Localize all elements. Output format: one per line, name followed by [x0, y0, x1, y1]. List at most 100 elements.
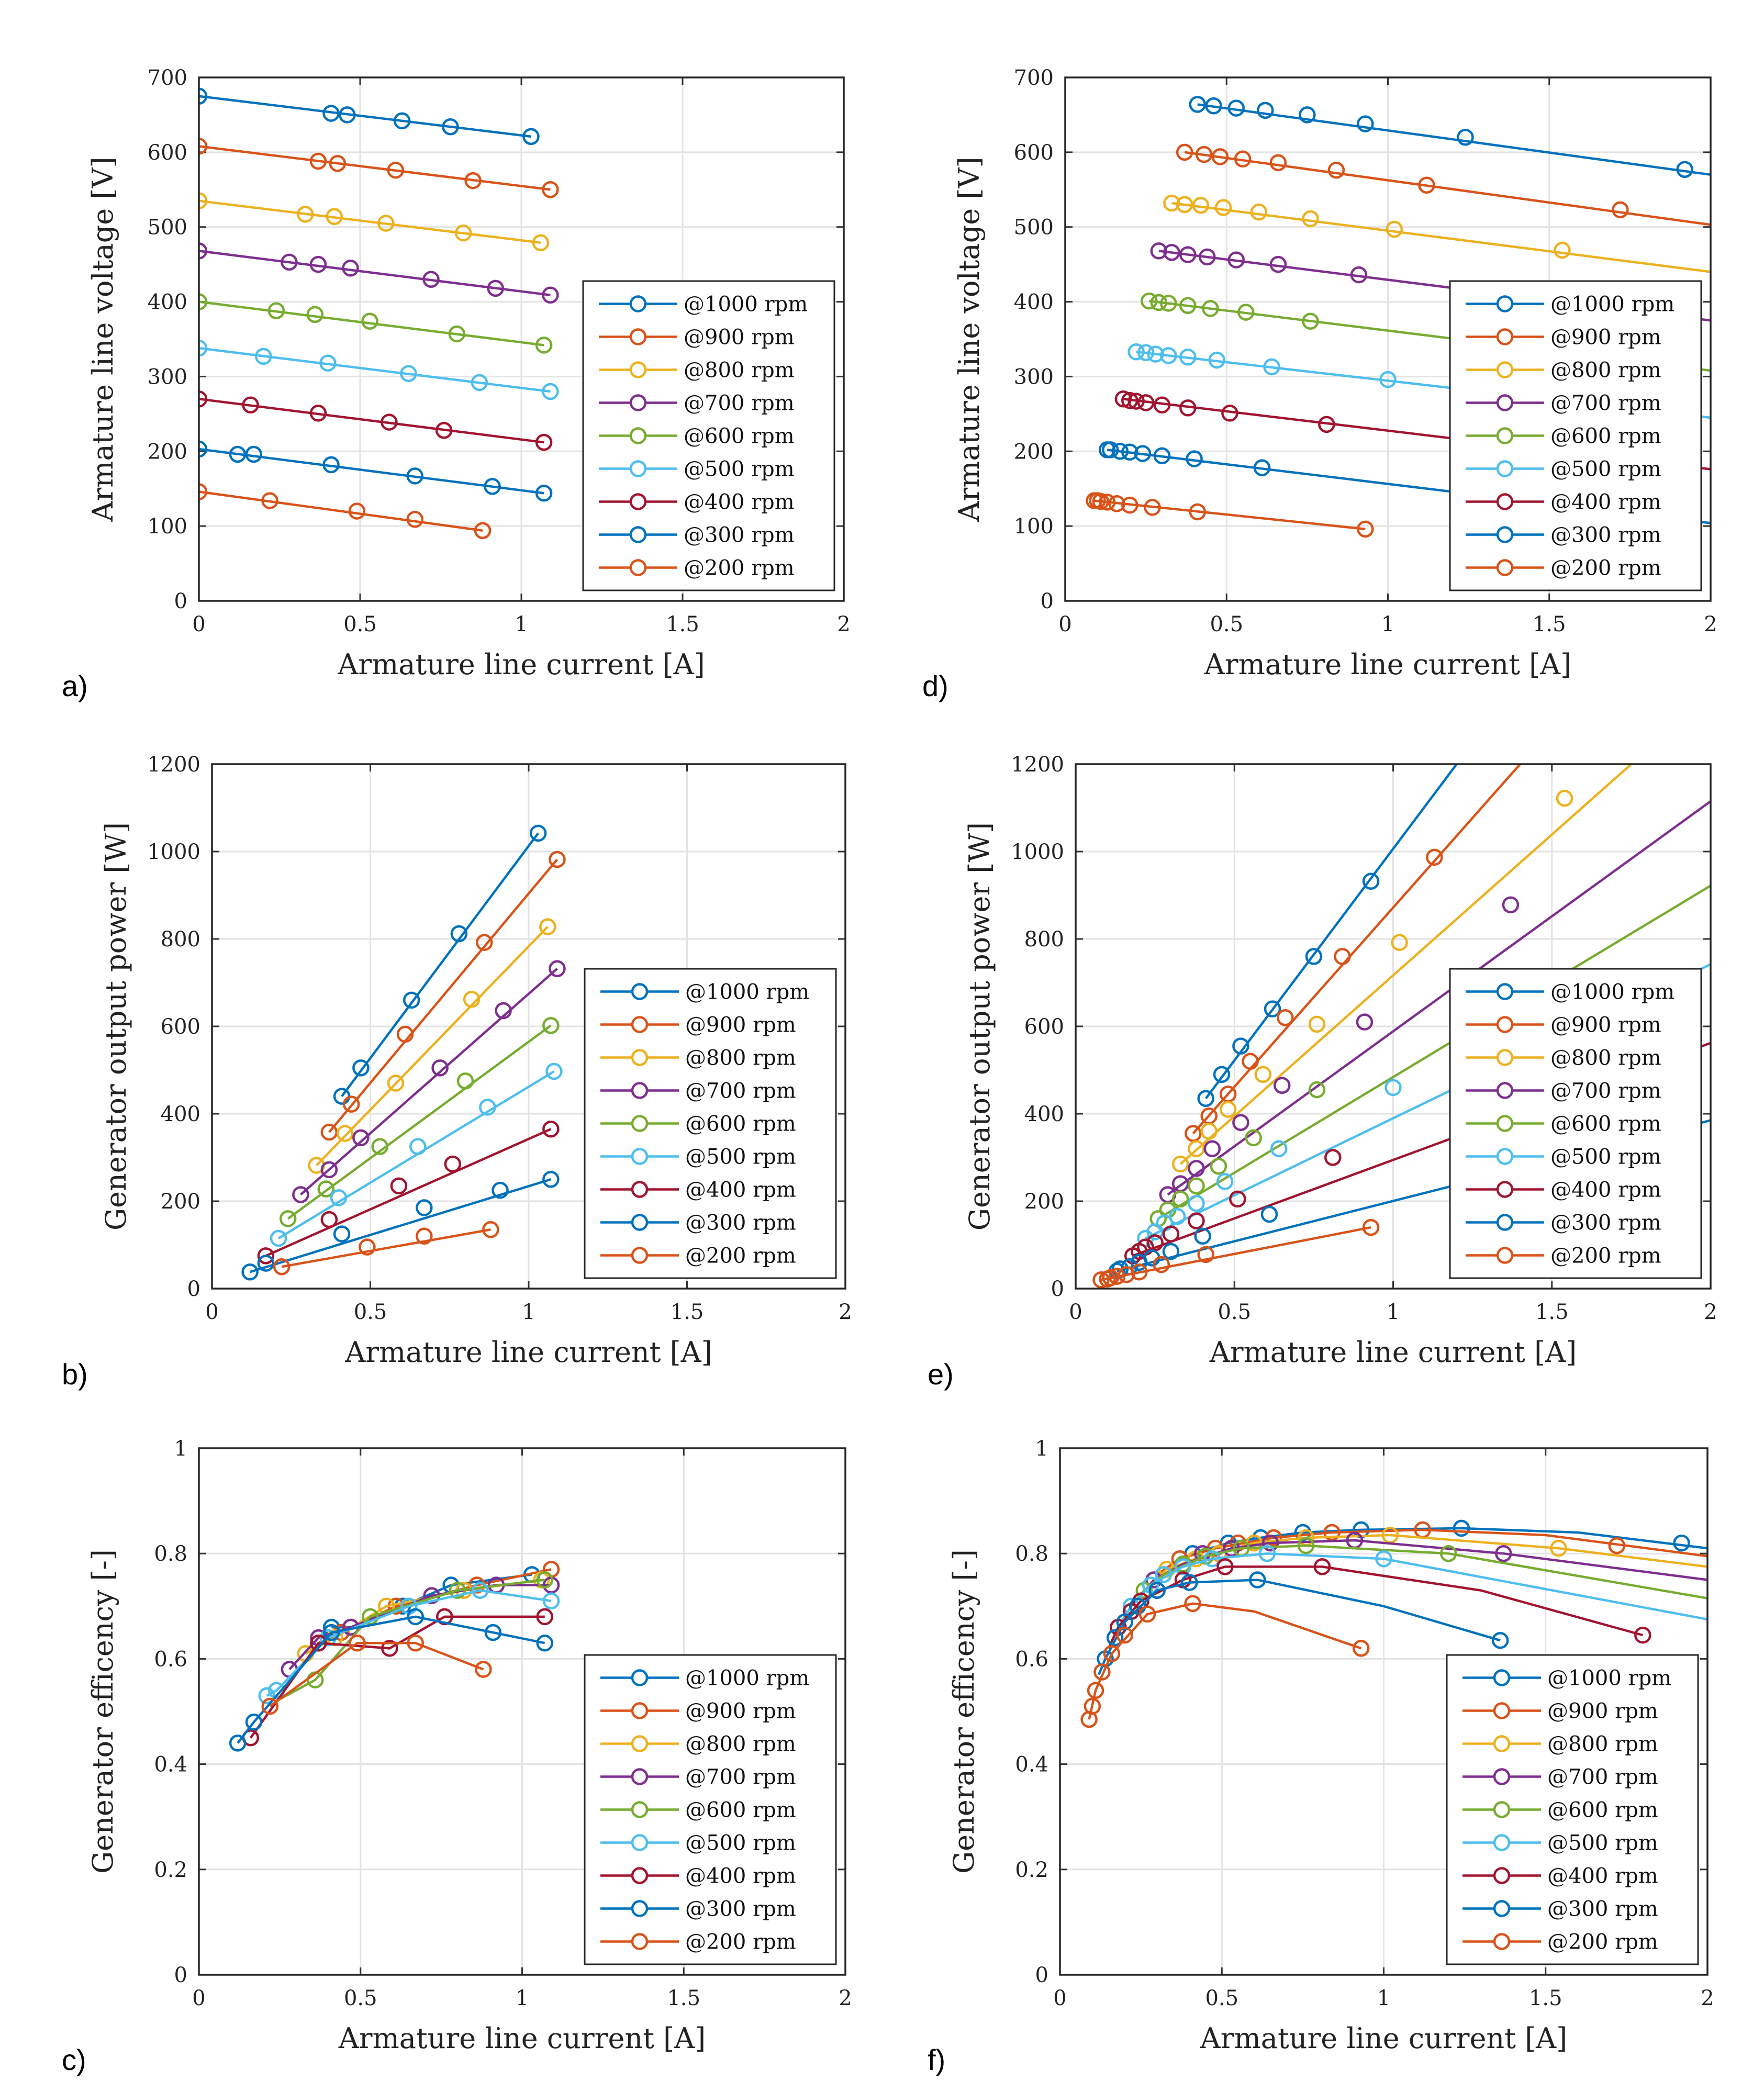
- y-tick-label: 700: [1014, 66, 1054, 90]
- y-tick-label: 100: [148, 514, 187, 539]
- data-point-400: [1188, 1212, 1205, 1229]
- data-point-1000: [1453, 1519, 1470, 1537]
- data-point-900: [1418, 176, 1435, 194]
- y-tick-label: 1200: [147, 753, 200, 777]
- data-point-600: [279, 1210, 297, 1227]
- data-point-600: [1188, 1177, 1205, 1195]
- data-point-1000: [1673, 1534, 1690, 1552]
- legend: @1000 rpm @900 rpm @800 rpm @700 rpm @600 rp…: [1446, 1654, 1699, 1965]
- data-point-1000: [450, 925, 468, 943]
- data-point-300: [1116, 1613, 1133, 1631]
- legend-label: @1000 rpm: [685, 1666, 809, 1691]
- panel-label: b): [62, 1358, 88, 1391]
- data-point-400: [390, 1177, 408, 1195]
- data-point-200: [1087, 1682, 1104, 1699]
- data-point-600: [1210, 1157, 1227, 1175]
- data-point-400: [242, 396, 259, 413]
- series-line-1000: [341, 832, 539, 1097]
- data-point-300: [1121, 443, 1138, 461]
- legend-marker-900: [1496, 328, 1514, 345]
- legend-label: @800 rpm: [685, 1732, 796, 1757]
- legend-label: @400 rpm: [1547, 1864, 1658, 1888]
- series-line-400: [265, 1128, 552, 1257]
- y-tick-label: 300: [148, 365, 187, 389]
- legend-marker-800: [1493, 1735, 1511, 1752]
- y-tick-label: 600: [1014, 141, 1054, 165]
- data-point-900: [542, 181, 559, 198]
- data-point-500: [1179, 349, 1197, 366]
- data-point-700: [487, 279, 504, 297]
- series-line-900: [1184, 151, 1711, 226]
- legend-label: @1000 rpm: [1550, 980, 1674, 1004]
- data-point-700: [1502, 896, 1520, 914]
- legend-marker-300: [631, 1214, 649, 1231]
- y-tick-label: 1: [174, 1437, 187, 1461]
- legend: @1000 rpm @900 rpm @800 rpm @700 rpm @600 rp…: [584, 968, 837, 1279]
- data-point-1000: [1357, 115, 1374, 132]
- data-point-400: [320, 1211, 338, 1228]
- x-axis-label: Armature line current [A]: [1200, 2022, 1567, 2055]
- data-point-500: [542, 383, 559, 400]
- legend-marker-200: [629, 559, 647, 576]
- data-point-900: [1612, 201, 1629, 219]
- y-tick-label: 600: [148, 141, 187, 165]
- data-point-500: [400, 365, 417, 382]
- data-point-700: [1150, 242, 1168, 260]
- legend-marker-400: [629, 493, 647, 510]
- x-tick-label: 0.5: [1218, 1300, 1251, 1324]
- series-line-400: [1107, 1565, 1643, 1649]
- legend-marker-1000: [631, 983, 649, 1000]
- data-point-400: [1162, 1225, 1180, 1243]
- data-point-400: [1179, 399, 1197, 417]
- data-point-200: [199, 483, 208, 500]
- data-point-400: [381, 413, 398, 431]
- data-point-200: [475, 1661, 492, 1678]
- data-point-400: [1127, 393, 1145, 410]
- x-tick-label: 0.5: [1210, 612, 1243, 636]
- legend-label: @500 rpm: [1547, 1831, 1658, 1855]
- data-point-400: [1318, 416, 1335, 433]
- series-group: [241, 824, 566, 1281]
- y-tick-label: 0.2: [1015, 1858, 1048, 1882]
- data-point-1000: [1264, 1000, 1281, 1017]
- x-tick-label: 1: [1387, 1300, 1400, 1324]
- data-point-300: [484, 1624, 502, 1641]
- axes-frame: [198, 1447, 846, 1976]
- data-point-700: [1495, 1545, 1512, 1562]
- legend-marker-900: [631, 1016, 649, 1033]
- data-point-700: [1199, 248, 1216, 266]
- y-tick-label: 0.6: [154, 1647, 187, 1671]
- series-line-200: [281, 1228, 491, 1268]
- series-line-700: [1167, 800, 1711, 1196]
- data-point-300: [241, 1263, 259, 1281]
- legend-marker-600: [1496, 1115, 1514, 1132]
- x-tick-label: 2: [1704, 612, 1717, 636]
- data-point-800: [1214, 199, 1232, 216]
- data-point-400: [257, 1247, 275, 1265]
- data-point-700: [431, 1059, 449, 1077]
- series-line-700: [199, 250, 551, 296]
- legend-label: @900 rpm: [1547, 1699, 1658, 1724]
- legend-label: @1000 rpm: [684, 293, 808, 317]
- legend-label: @300 rpm: [1550, 523, 1661, 547]
- data-point-300: [245, 445, 262, 463]
- legend-marker-400: [1493, 1867, 1511, 1884]
- y-tick-label: 100: [1014, 514, 1054, 539]
- data-point-200: [1092, 1271, 1110, 1289]
- data-point-400: [436, 1608, 453, 1626]
- data-point-700: [1273, 1077, 1291, 1094]
- data-point-600: [1308, 1081, 1326, 1099]
- data-point-600: [317, 1180, 335, 1198]
- series-group: [1086, 96, 1711, 538]
- legend-marker-600: [631, 1115, 649, 1132]
- y-tick-label: 200: [148, 440, 187, 464]
- data-point-1000: [403, 991, 420, 1009]
- data-point-200: [1102, 1269, 1119, 1286]
- data-point-200: [407, 1634, 424, 1652]
- data-point-600: [199, 293, 208, 310]
- series-line-800: [1149, 1534, 1707, 1586]
- data-point-700: [199, 242, 208, 260]
- x-tick-label: 1: [1377, 1986, 1390, 2010]
- data-point-300: [229, 445, 247, 463]
